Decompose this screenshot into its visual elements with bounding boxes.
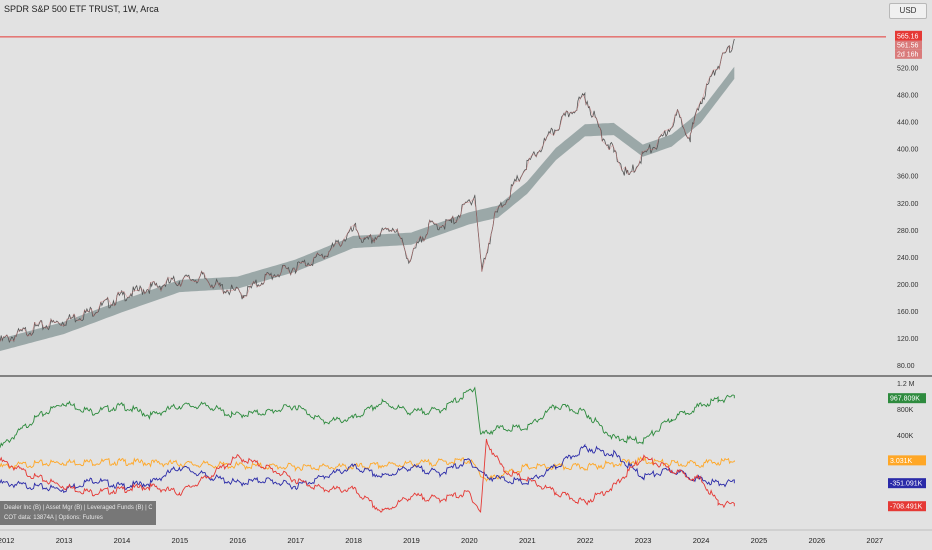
currency-button[interactable]: USD	[889, 3, 927, 19]
time-tick-label: 2023	[635, 536, 652, 545]
price-tick-label: 360.00	[897, 174, 919, 181]
lev-funds-series-line	[0, 443, 735, 494]
dealer-value-badge: 967.809K	[890, 396, 920, 403]
others-value-badge: -708.491K	[890, 504, 923, 511]
dealer-series-line	[0, 386, 735, 448]
price-tick-label: 200.00	[897, 282, 919, 289]
lev-funds-value-badge-bg	[888, 478, 926, 489]
time-tick-label: 2024	[693, 536, 710, 545]
time-tick-label: 2025	[751, 536, 768, 545]
price-tick-label: 400.00	[897, 147, 919, 154]
chart-title: SPDR S&P 500 ETF TRUST, 1W, Arca	[4, 4, 159, 14]
price-tick-label: 440.00	[897, 120, 919, 127]
price-candles-down	[0, 45, 733, 342]
time-tick-label: 2022	[577, 536, 594, 545]
mid-price-badge: 561.56	[897, 42, 919, 49]
lev-funds-value-badge: -351.091K	[890, 481, 923, 488]
price-axis-background	[886, 0, 932, 550]
moving-average-band	[0, 66, 735, 351]
price-tick-label: 320.00	[897, 201, 919, 208]
price-tick-label: 280.00	[897, 228, 919, 235]
price-tick-label: 520.00	[897, 65, 919, 72]
price-tick-label: 480.00	[897, 92, 919, 99]
asset-mgr-value-badge-bg	[888, 455, 926, 466]
time-tick-label: 2017	[287, 536, 304, 545]
others-series-line	[0, 438, 735, 513]
price-tick-label: 80.00	[897, 363, 915, 370]
asset-mgr-value-badge: 3.031K	[890, 458, 913, 465]
time-tick-label: 2027	[866, 536, 883, 545]
cot-legend-line-1: Dealer Inc (B) | Asset Mgr (B) | Leverag…	[4, 505, 152, 511]
time-tick-label: 2013	[56, 536, 73, 545]
cot-tick-label: 1.2 M	[897, 381, 915, 388]
countdown-badge-bg	[895, 49, 922, 59]
mid-price-badge-bg	[895, 40, 922, 50]
dealer-value-badge-bg	[888, 393, 926, 404]
time-tick-label: 2014	[114, 536, 131, 545]
time-tick-label: 2021	[519, 536, 536, 545]
time-tick-label: 2016	[229, 536, 246, 545]
time-tick-label: 2019	[403, 536, 420, 545]
cot-legend: Dealer Inc (B) | Asset Mgr (B) | Leverag…	[0, 501, 156, 525]
cot-legend-line-2: COT data: 13874A | Options: Futures	[4, 515, 103, 521]
last-price-badge-bg	[895, 30, 922, 41]
time-tick-label: 2026	[809, 536, 826, 545]
others-value-badge-bg	[888, 501, 926, 512]
time-tick-label: 2015	[172, 536, 189, 545]
price-tick-label: 120.00	[897, 336, 919, 343]
time-tick-label: 2020	[461, 536, 478, 545]
cot-tick-label: 800K	[897, 407, 914, 414]
countdown-badge: 2d 16h	[897, 51, 919, 58]
last-price-badge: 565.16	[897, 33, 919, 40]
cot-tick-label: 400K	[897, 433, 914, 440]
time-tick-label: 2012	[0, 536, 14, 545]
time-tick-label: 2018	[345, 536, 362, 545]
price-series-line	[0, 38, 735, 343]
price-tick-label: 240.00	[897, 255, 919, 262]
price-tick-label: 160.00	[897, 309, 919, 316]
